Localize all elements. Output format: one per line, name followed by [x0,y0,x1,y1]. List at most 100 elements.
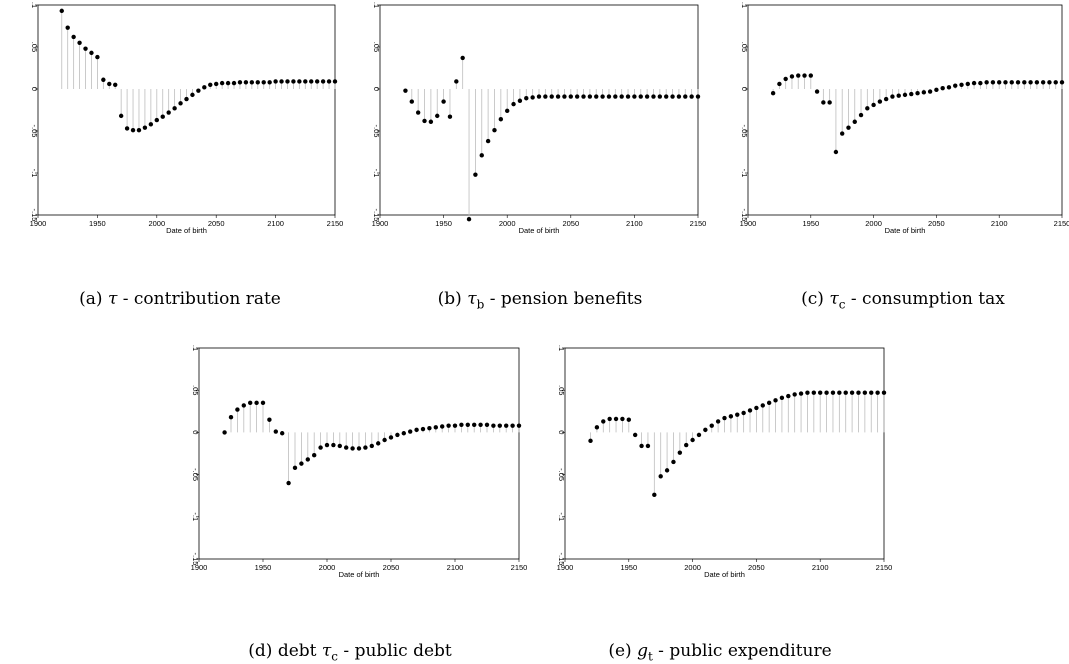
data-point [858,112,864,118]
y-tick-label: .1 [372,2,381,8]
data-point [934,87,939,93]
data-point [1028,80,1033,85]
data-point [613,94,618,99]
caption-c-label: (c) [801,289,824,309]
x-axis-title: Date of birth [519,226,560,235]
data-point [136,127,142,133]
data-point [1003,80,1008,85]
data-point [446,423,451,428]
data-point [382,437,387,443]
data-point [875,390,880,395]
data-point [279,79,284,84]
y-tick-label: -.1 [372,169,381,178]
data-point [802,73,807,78]
data-point [1015,80,1021,85]
data-point [902,92,908,98]
data-point [309,79,314,84]
x-tick-label: 1900 [372,219,389,228]
data-point [620,416,625,422]
data-point [1009,80,1014,85]
caption-e-text: - public expenditure [652,641,832,661]
plot-frame [37,4,336,216]
x-tick-label: 2000 [319,563,336,572]
data-point [409,99,414,104]
data-point [827,100,832,105]
data-point [363,445,368,450]
data-point [741,410,746,416]
data-point [690,437,695,443]
data-point [890,94,895,99]
y-tick-label: 0 [30,87,39,91]
data-point [971,80,977,86]
data-point [478,422,483,428]
data-point [83,46,88,51]
data-point [452,423,458,428]
data-point [777,81,782,87]
caption-e-label: (e) [608,641,632,661]
y-tick-label: .1 [557,345,566,351]
data-point [830,390,836,395]
data-point [241,403,246,408]
y-tick-label: .1 [30,2,39,8]
data-point [871,102,876,108]
data-point [196,88,201,93]
plot-frame [379,4,699,216]
data-point [267,80,272,85]
data-point [814,89,820,94]
y-tick-label: -.15 [557,553,566,566]
x-tick-label: 1900 [191,563,208,572]
data-point [852,119,857,124]
x-axis-title: Date of birth [885,226,926,235]
data-point [369,443,374,449]
data-point [124,126,130,131]
data-point [473,172,478,177]
x-tick-label: 1900 [30,219,47,228]
data-point [881,390,887,395]
data-point [231,80,237,86]
y-tick-label: 0 [740,87,749,91]
x-tick-label: 2050 [208,219,225,228]
data-point [652,492,657,498]
data-point [524,96,529,101]
data-point [747,408,753,413]
data-point [728,414,734,419]
data-point [786,393,791,399]
data-point [877,99,883,104]
data-point [984,80,989,85]
data-point [722,415,727,421]
data-point [658,474,663,479]
x-tick-label: 2150 [1054,219,1069,228]
data-point [517,98,523,103]
data-point [695,94,701,99]
data-point [428,119,434,124]
data-point [1022,80,1027,85]
data-point [536,94,542,99]
data-point [498,117,504,122]
data-point [184,96,189,102]
y-tick-label: 0 [372,87,381,91]
data-point [291,79,296,84]
data-point [299,461,304,466]
x-tick-label: 1950 [435,219,452,228]
data-point [657,94,663,99]
plot-frame [198,347,520,560]
data-point [696,432,702,438]
x-tick-label: 2100 [991,219,1008,228]
caption-b: (b) τb - pension benefits [380,289,700,311]
data-point [324,442,330,448]
chart-panel-d: .1 .05 0 -.05 -.1 -.15 1900 1950 2000 2050 2100 215… [180,342,528,582]
y-tick-label: .1 [740,2,749,8]
y-tick-label: -.15 [740,209,749,222]
data-point [940,85,945,91]
x-tick-label: 1950 [255,563,272,572]
data-point [645,443,651,449]
caption-a-label: (a) [79,289,103,309]
data-point [600,94,605,99]
data-point [225,80,231,86]
data-point [219,80,225,86]
data-point [408,429,413,434]
data-point [613,416,619,422]
x-tick-label: 2150 [876,563,893,572]
caption-c-symbol: τ [829,289,839,309]
